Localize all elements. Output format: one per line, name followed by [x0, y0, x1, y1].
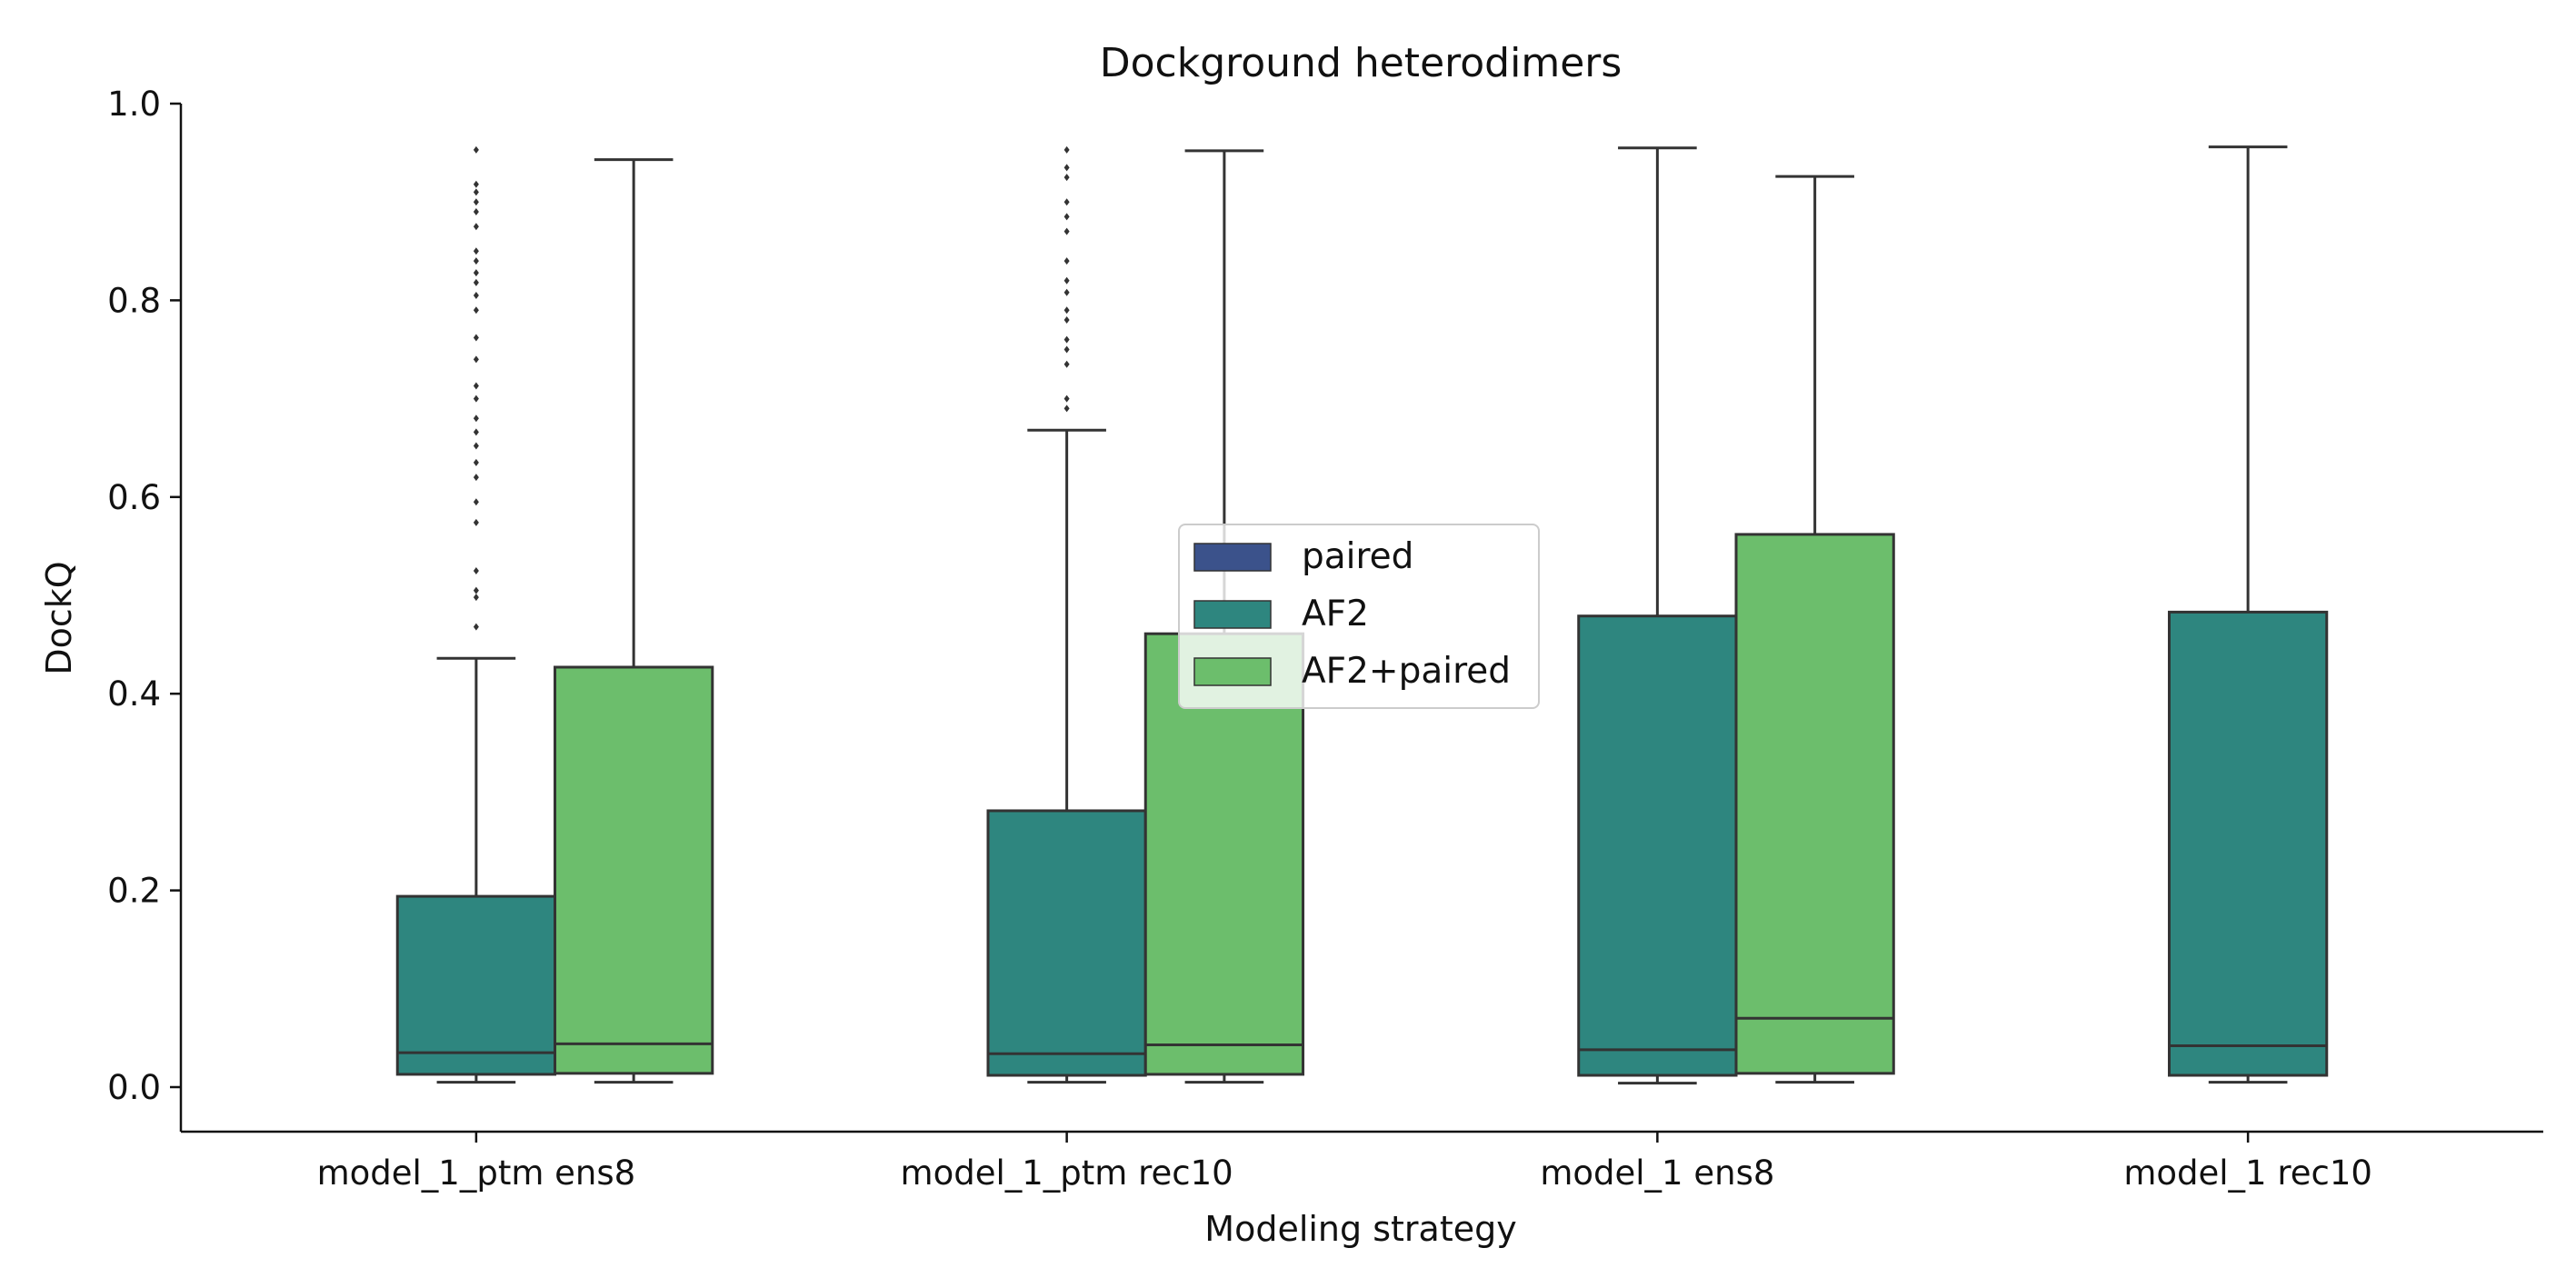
outlier-point	[1063, 257, 1070, 265]
outlier-point	[1063, 198, 1070, 206]
outlier-point	[473, 334, 479, 342]
box-AF2+paired-2	[1734, 175, 1895, 1084]
outlier-point	[1063, 404, 1070, 413]
chart-title: Dockground heterodimers	[1100, 40, 1622, 86]
x-tick-label: model_1_ptm ens8	[317, 1153, 636, 1193]
iqr-box	[395, 894, 557, 1076]
outlier-point	[473, 566, 479, 574]
iqr-box	[2167, 610, 2329, 1077]
y-tick-label: 0.0	[107, 1068, 161, 1107]
iqr-box	[1577, 614, 1738, 1077]
box-AF2+paired-0	[554, 158, 714, 1084]
outlier-point	[473, 623, 479, 631]
outlier-point	[473, 198, 479, 206]
y-tick-label: 0.2	[107, 872, 161, 911]
outlier-point	[473, 208, 479, 216]
outlier-point	[473, 269, 479, 277]
outlier-point	[1063, 164, 1070, 172]
outlier-point	[473, 306, 479, 315]
legend-swatch	[1193, 657, 1272, 686]
outlier-point	[473, 428, 479, 436]
iqr-box	[554, 665, 714, 1075]
outlier-point	[473, 382, 479, 390]
x-tick-label: model_1 rec10	[2123, 1153, 2372, 1193]
iqr-box	[986, 809, 1147, 1077]
outlier-point	[473, 145, 479, 154]
outlier-point	[1063, 227, 1070, 235]
y-tick-label: 0.6	[107, 478, 161, 517]
y-tick-label: 1.0	[107, 85, 161, 124]
legend-swatch	[1193, 600, 1272, 629]
box-AF2-0	[395, 145, 557, 1084]
x-tick-label: model_1_ptm rec10	[901, 1153, 1233, 1193]
outlier-point	[1063, 316, 1070, 324]
outlier-point	[1063, 213, 1070, 221]
outlier-point	[473, 278, 479, 286]
outlier-point	[1063, 276, 1070, 285]
axes-layer	[179, 104, 2543, 1133]
box-AF2-2	[1577, 146, 1738, 1085]
outlier-point	[473, 355, 479, 364]
outlier-point	[473, 458, 479, 466]
legend-swatch	[1193, 543, 1272, 572]
outlier-point	[473, 223, 479, 231]
x-axis-title: Modeling strategy	[1204, 1209, 1516, 1249]
outlier-point	[473, 474, 479, 482]
x-tick-label: model_1 ens8	[1540, 1153, 1774, 1193]
y-axis-title: DockQ	[39, 561, 79, 674]
outlier-point	[1063, 345, 1070, 354]
outlier-point	[1063, 145, 1070, 154]
iqr-box	[1734, 533, 1895, 1075]
y-tick-label: 0.4	[107, 674, 161, 714]
outlier-point	[473, 414, 479, 423]
outlier-point	[1063, 335, 1070, 344]
y-tick-label: 0.8	[107, 281, 161, 320]
outlier-point	[473, 586, 479, 594]
outlier-point	[1063, 306, 1070, 315]
legend-label: AF2+paired	[1302, 651, 1511, 692]
outlier-point	[473, 498, 479, 506]
box-AF2-1	[986, 145, 1147, 1084]
ticks-layer: 0.0 0.2 0.4 0.6 0.8 1.0 model_1_ptm ens8 model_…	[107, 85, 2372, 1193]
outlier-point	[473, 291, 479, 299]
legend: paired AF2 AF2+paired	[1178, 524, 1540, 709]
outlier-point	[473, 442, 479, 450]
outlier-point	[473, 180, 479, 188]
outlier-point	[1063, 288, 1070, 296]
outlier-point	[1063, 360, 1070, 368]
legend-label: paired	[1302, 536, 1413, 577]
outlier-point	[473, 594, 479, 602]
outlier-point	[473, 257, 479, 265]
outlier-point	[473, 247, 479, 255]
outlier-point	[473, 188, 479, 196]
box-AF2-3	[2167, 145, 2329, 1084]
legend-label: AF2	[1302, 594, 1369, 634]
outlier-point	[1063, 394, 1070, 403]
outlier-point	[473, 394, 479, 403]
outlier-point	[473, 518, 479, 526]
outlier-point	[1063, 174, 1070, 182]
